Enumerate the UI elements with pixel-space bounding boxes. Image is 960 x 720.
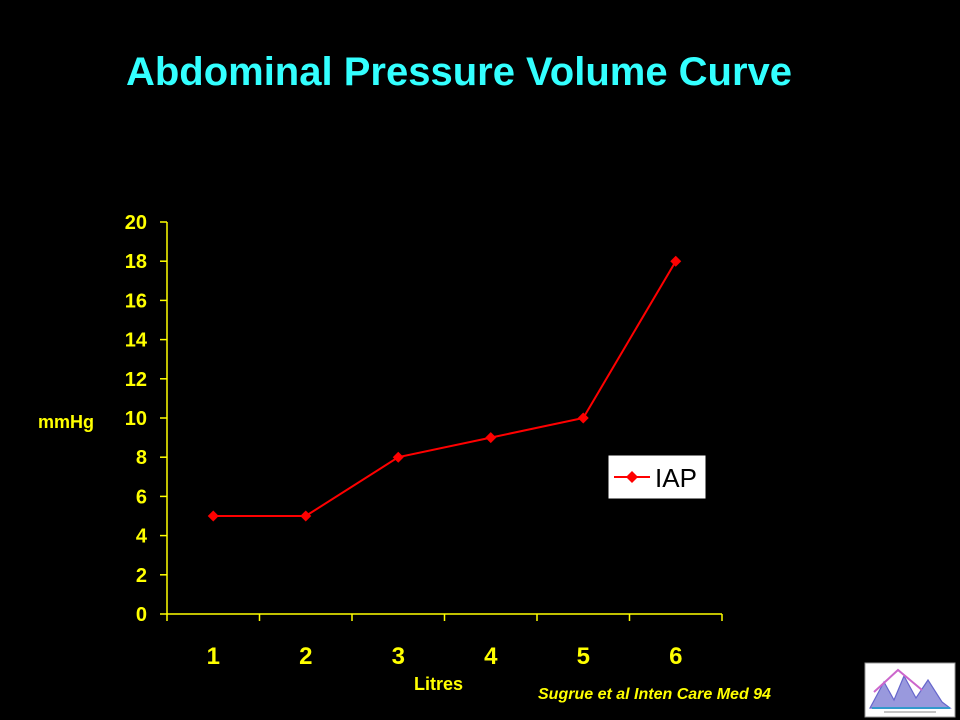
x-tick-label: 4 xyxy=(484,643,498,670)
legend-marker xyxy=(626,471,638,483)
x-tick-label: 1 xyxy=(207,643,220,670)
data-point xyxy=(670,255,682,267)
y-tick-label: 18 xyxy=(125,251,147,273)
y-tick-label: 6 xyxy=(136,486,147,508)
y-tick-labels: 0 2 4 6 8 10 12 14 16 18 20 xyxy=(125,212,148,626)
y-tick-label: 14 xyxy=(125,330,148,352)
y-tick-label: 20 xyxy=(125,212,147,234)
y-tick-label: 10 xyxy=(125,408,147,430)
x-tick-label: 3 xyxy=(392,643,405,670)
x-axis-label: Litres xyxy=(414,674,464,694)
legend: IAP xyxy=(607,454,707,500)
data-point xyxy=(207,510,219,522)
y-tick-label: 12 xyxy=(125,369,147,391)
y-tick-label: 2 xyxy=(136,565,147,587)
legend-label: IAP xyxy=(655,463,697,493)
y-tick-label: 0 xyxy=(136,604,147,626)
chart-title: Abdominal Pressure Volume Curve xyxy=(125,50,793,94)
congress-logo xyxy=(864,662,956,718)
y-axis-label: mmHg xyxy=(38,412,95,432)
series-line xyxy=(213,260,677,517)
data-point xyxy=(577,412,589,424)
y-tick-label: 8 xyxy=(136,447,147,469)
series-iap xyxy=(207,255,682,522)
x-tick-label: 2 xyxy=(299,643,312,670)
data-point xyxy=(300,510,312,522)
x-tick-label: 6 xyxy=(669,643,682,670)
chart-axes xyxy=(160,221,723,621)
data-point xyxy=(485,432,497,444)
y-tick-label: 4 xyxy=(136,526,148,548)
x-tick-labels: 1 2 3 4 5 6 xyxy=(207,643,683,670)
data-point xyxy=(392,451,404,463)
y-tick-label: 16 xyxy=(125,290,147,312)
citation: Sugrue et al Inten Care Med 94 xyxy=(538,686,771,703)
x-tick-label: 5 xyxy=(577,643,590,670)
